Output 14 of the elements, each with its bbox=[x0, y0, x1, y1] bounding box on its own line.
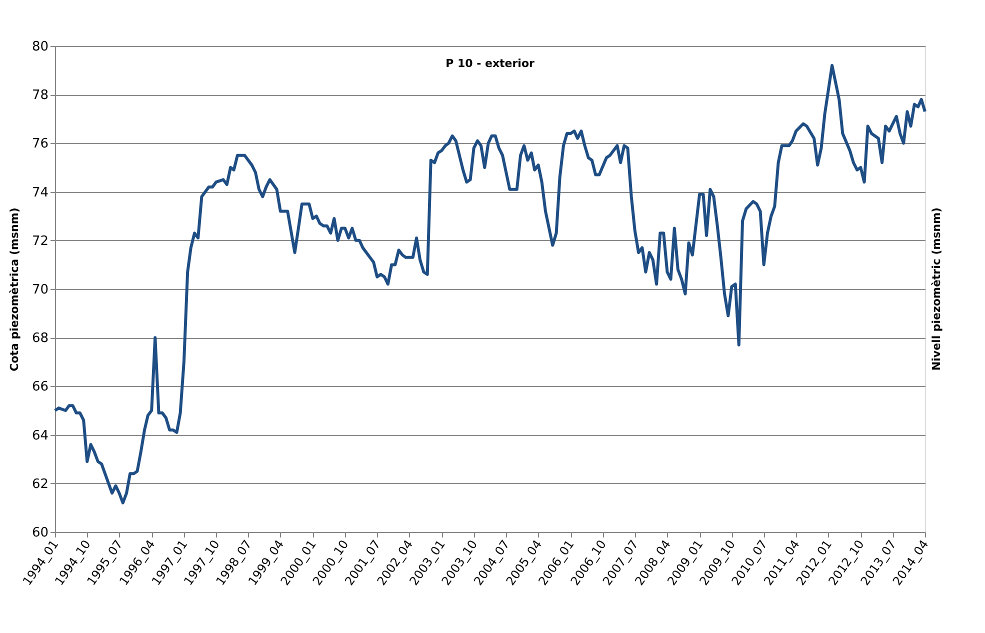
y-tick-label: 70 bbox=[32, 282, 48, 298]
y-tick-label: 66 bbox=[32, 380, 48, 395]
y-tick-label: 72 bbox=[32, 234, 48, 249]
y2-axis-title: Nivell piezomètric (msnm) bbox=[930, 207, 943, 371]
y-tick-label: 74 bbox=[32, 185, 48, 200]
y-tick-label: 68 bbox=[32, 331, 48, 346]
y-tick-label: 78 bbox=[32, 88, 48, 104]
y-tick-label: 80 bbox=[32, 40, 48, 54]
text: P 10 - exterior bbox=[446, 57, 536, 70]
y-tick-label: 76 bbox=[32, 136, 48, 152]
y-axis-title: Cota piezomètrica (msnm) bbox=[8, 208, 21, 372]
y-tick-label: 62 bbox=[32, 476, 48, 492]
y-tick-label: 60 bbox=[32, 526, 48, 540]
y-tick-label: 64 bbox=[32, 428, 48, 444]
